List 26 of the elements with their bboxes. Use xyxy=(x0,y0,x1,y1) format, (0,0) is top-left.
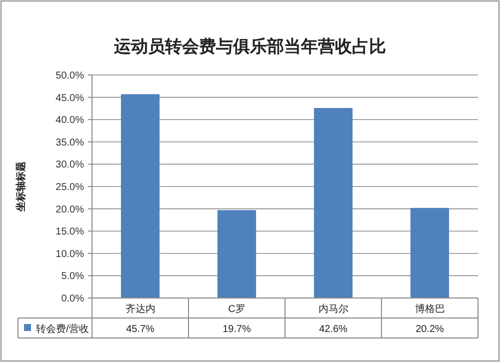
y-tick-label: 35.0% xyxy=(56,137,84,148)
x-tick-label: 内马尔 xyxy=(318,303,348,315)
y-tick-label: 5.0% xyxy=(61,271,84,282)
y-tick-label: 45.0% xyxy=(56,92,84,104)
bar xyxy=(410,208,450,298)
bar xyxy=(314,108,353,298)
y-tick-label: 30.0% xyxy=(56,160,84,171)
y-tick-label: 20.0% xyxy=(56,204,84,216)
y-tick-label: 50.0% xyxy=(56,70,84,82)
y-tick-label: 10.0% xyxy=(56,248,84,260)
bar xyxy=(217,210,256,298)
data-label: 20.2% xyxy=(416,324,444,335)
chart-title: 运动员转会费与俱乐部当年营收占比 xyxy=(113,37,386,56)
y-tick-label: 15.0% xyxy=(56,226,84,238)
data-label: 45.7% xyxy=(126,324,155,335)
y-tick-label: 40.0% xyxy=(56,115,84,126)
data-label: 19.7% xyxy=(222,324,252,335)
legend-label: 转会费/营收 xyxy=(36,323,89,335)
x-tick-label: 齐达内 xyxy=(125,303,156,315)
y-tick-label: 25.0% xyxy=(56,182,84,193)
y-tick-label: 0.0% xyxy=(61,294,84,304)
x-tick-label: C罗 xyxy=(228,304,246,315)
x-tick-label: 博格巴 xyxy=(414,303,445,315)
bar xyxy=(120,94,160,298)
y-axis-title: 坐标轴标题 xyxy=(15,162,27,212)
data-label: 42.6% xyxy=(319,324,348,335)
